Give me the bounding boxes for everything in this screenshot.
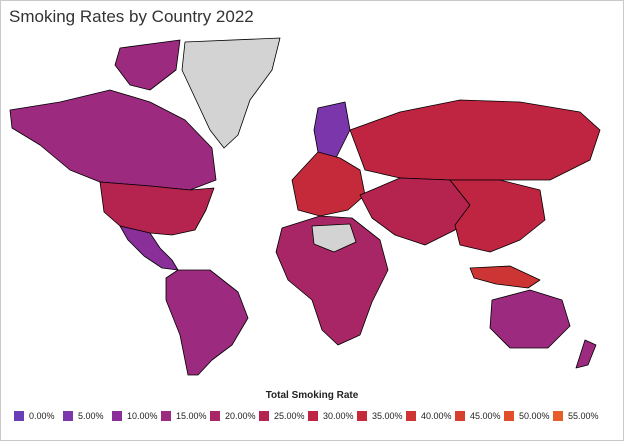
legend-item-9[interactable]: 45.00%: [455, 408, 504, 424]
legend-label-9: 45.00%: [470, 411, 501, 421]
region-canada[interactable]: [9, 89, 217, 191]
region-russia[interactable]: [349, 99, 601, 181]
legend: 0.00% 5.00% 10.00% 15.00% 20.00% 25.00% …: [14, 408, 602, 424]
legend-label-0: 0.00%: [29, 411, 55, 421]
legend-item-3[interactable]: 15.00%: [161, 408, 210, 424]
legend-label-7: 35.00%: [372, 411, 403, 421]
legend-item-10[interactable]: 50.00%: [504, 408, 553, 424]
legend-title: Total Smoking Rate: [265, 390, 359, 401]
legend-swatch-3: [161, 411, 171, 421]
region-greenland[interactable]: [181, 37, 281, 149]
legend-item-6[interactable]: 30.00%: [308, 408, 357, 424]
region-canada-arctic[interactable]: [114, 39, 181, 91]
region-scandinavia[interactable]: [313, 101, 351, 161]
legend-swatch-2: [112, 411, 122, 421]
legend-label-10: 50.00%: [519, 411, 550, 421]
region-indonesia[interactable]: [469, 265, 541, 289]
region-new-zealand[interactable]: [575, 339, 597, 369]
legend-item-2[interactable]: 10.00%: [112, 408, 161, 424]
legend-swatch-6: [308, 411, 318, 421]
region-united-states[interactable]: [99, 181, 215, 236]
legend-swatch-5: [259, 411, 269, 421]
region-africa[interactable]: [275, 215, 389, 346]
legend-swatch-1: [63, 411, 73, 421]
legend-item-8[interactable]: 40.00%: [406, 408, 455, 424]
map-title: Smoking Rates by Country 2022: [9, 7, 254, 26]
region-australia[interactable]: [489, 289, 571, 349]
legend-swatch-8: [406, 411, 416, 421]
legend-label-11: 55.00%: [568, 411, 599, 421]
legend-label-3: 15.00%: [176, 411, 207, 421]
legend-label-2: 10.00%: [127, 411, 158, 421]
legend-item-11[interactable]: 55.00%: [553, 408, 602, 424]
legend-label-4: 20.00%: [225, 411, 256, 421]
legend-label-1: 5.00%: [78, 411, 104, 421]
legend-item-1[interactable]: 5.00%: [63, 408, 112, 424]
region-europe[interactable]: [291, 151, 366, 217]
legend-swatch-9: [455, 411, 465, 421]
legend-item-7[interactable]: 35.00%: [357, 408, 406, 424]
legend-swatch-11: [553, 411, 563, 421]
region-sahara-no-data[interactable]: [311, 223, 357, 253]
legend-swatch-4: [210, 411, 220, 421]
legend-label-8: 40.00%: [421, 411, 452, 421]
region-middle-east[interactable]: [359, 177, 471, 246]
legend-swatch-0: [14, 411, 24, 421]
legend-item-4[interactable]: 20.00%: [210, 408, 259, 424]
region-east-asia[interactable]: [449, 179, 546, 253]
legend-swatch-7: [357, 411, 367, 421]
legend-item-5[interactable]: 25.00%: [259, 408, 308, 424]
legend-swatch-10: [504, 411, 514, 421]
legend-label-6: 30.00%: [323, 411, 354, 421]
world-map[interactable]: [0, 30, 624, 380]
legend-item-0[interactable]: 0.00%: [14, 408, 63, 424]
region-south-america[interactable]: [165, 269, 249, 376]
legend-label-5: 25.00%: [274, 411, 305, 421]
